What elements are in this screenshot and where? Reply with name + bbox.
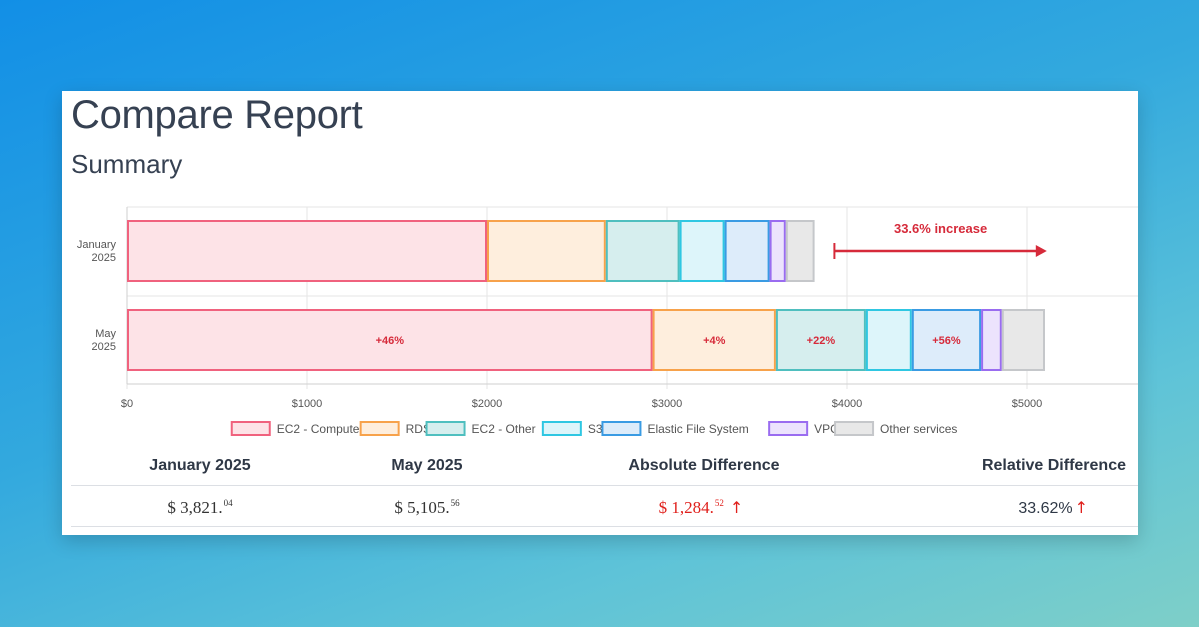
legend-label-rds: RDS: [406, 422, 431, 436]
bar-s3-0: [679, 220, 725, 282]
legend-swatch-ec2-other: [425, 421, 466, 436]
bar-rds-1: [652, 309, 776, 371]
legend-swatch-rds: [359, 421, 400, 436]
cost-comparison-chart: $0 $1000 $2000 $3000 $4000 $5000 January 2025 Ma…: [77, 206, 1138, 436]
header-absolute-difference: Absolute Difference: [628, 457, 780, 474]
header-may: May 2025: [391, 457, 463, 474]
section-title: Summary: [71, 149, 183, 179]
legend-swatch-ec2-compute: [230, 421, 271, 436]
legend-swatch-other-services: [834, 421, 875, 436]
bar-data-label: +46%: [376, 335, 405, 347]
bar-vpc-0: [769, 220, 786, 282]
y-tick-label: May 2025: [92, 328, 117, 353]
table-header-row: January 2025 May 2025 Absolute Differenc…: [71, 447, 1138, 486]
bar-rds-0: [487, 220, 606, 282]
annotation-label: 33.6% increase: [894, 221, 987, 236]
bar-vpc-1: [981, 309, 1002, 371]
bar-ec2-other-0: [605, 220, 680, 282]
increase-arrow-icon: ↑: [1074, 498, 1088, 517]
legend-label-s3: S3: [588, 422, 603, 436]
legend-label-ec2-other: EC2 - Other: [472, 422, 536, 436]
bar-data-label: +22%: [807, 335, 836, 347]
annotation-arrow-head: [1035, 245, 1047, 257]
bar-data-label: +56%: [932, 335, 961, 347]
x-tick-label: $2000: [472, 398, 503, 410]
bar-s3-1: [865, 309, 912, 371]
legend-label-ec2-compute: EC2 - Compute: [277, 422, 360, 436]
x-tick-label: $4000: [832, 398, 863, 410]
report-card: Compare Report Summary $0 $1000 $2000 $3000…: [62, 91, 1138, 535]
bar-other-services-1: [1001, 309, 1045, 371]
legend-label-other-services: Other services: [880, 422, 957, 436]
header-january: January 2025: [149, 457, 251, 474]
bar-elastic-file-system-1: [911, 309, 982, 371]
header-relative-difference: Relative Difference: [981, 457, 1126, 474]
page-title: Compare Report: [71, 93, 363, 137]
absolute-difference-value: $ 1,284.52 ↑: [658, 498, 744, 517]
x-tick-label: $5000: [1012, 398, 1043, 410]
bar-other-services-0: [785, 220, 815, 282]
x-tick-label: $3000: [652, 398, 683, 410]
bar-ec2-compute-1: [127, 309, 653, 371]
legend-swatch-s3: [541, 421, 582, 436]
may-total: $ 5,105.56: [394, 498, 460, 517]
january-total: $ 3,821.04: [167, 498, 233, 517]
y-tick-label: January 2025: [77, 239, 117, 264]
legend-label-vpc: VPC: [814, 422, 839, 436]
relative-difference-value: 33.62% ↑: [1018, 498, 1088, 517]
bar-data-label: +4%: [703, 335, 726, 347]
bar-ec2-compute-0: [127, 220, 487, 282]
bar-elastic-file-system-0: [724, 220, 770, 282]
x-tick-label: $1000: [292, 398, 323, 410]
legend-swatch-elastic-file-system: [601, 421, 642, 436]
increase-arrow-icon: ↑: [729, 498, 744, 517]
x-tick-label: $0: [121, 398, 133, 410]
bar-ec2-other-1: [775, 309, 866, 371]
legend-swatch-vpc: [768, 421, 809, 436]
legend-label-elastic-file-system: Elastic File System: [647, 422, 748, 436]
table-row: $ 3,821.04 $ 5,105.56 $ 1,284.52 ↑ 33.62%…: [71, 486, 1138, 527]
